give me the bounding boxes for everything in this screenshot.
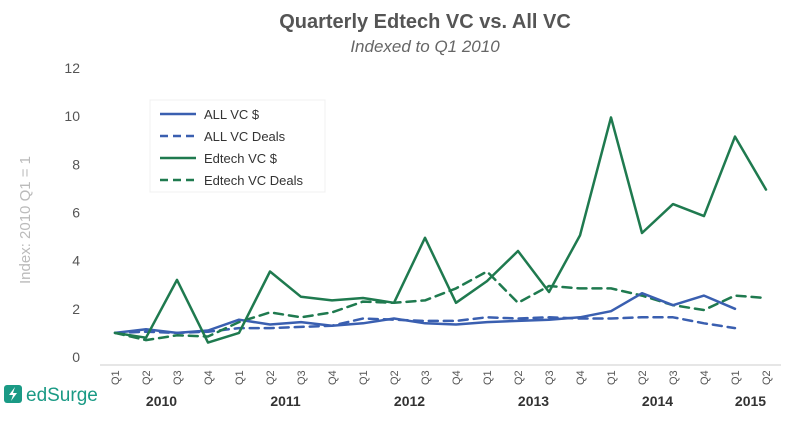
x-tick-label: Q3: [296, 370, 308, 385]
y-tick-label: 12: [64, 60, 80, 76]
brand-logo: edSurge: [4, 385, 98, 406]
legend: ALL VC $ ALL VC Deals Edtech VC $ Edtech VC…: [149, 99, 326, 193]
y-tick-label: 0: [72, 349, 80, 365]
x-tick-label: Q3: [172, 370, 184, 385]
legend-label: Edtech VC $: [204, 151, 278, 166]
x-tick-label: Q3: [544, 370, 556, 385]
year-labels: 2010 2011 2012 2013 2014 2015: [146, 393, 766, 409]
x-tick-label: Q2: [389, 370, 401, 385]
chart-subtitle: Indexed to Q1 2010: [350, 37, 500, 56]
x-tick-label: Q3: [420, 370, 432, 385]
chart-title: Quarterly Edtech VC vs. All VC: [279, 11, 571, 33]
x-tick-label: Q2: [513, 370, 525, 385]
x-tick-label: Q4: [203, 370, 215, 385]
x-tick-labels: Q1 Q2 Q3 Q4 Q1 Q2 Q3 Q4 Q1 Q2 Q3 Q4 Q1 Q2 Q3 Q4 Q1 Q2 Q3 Q4…: [110, 370, 773, 385]
x-tick-label: Q2: [265, 370, 277, 385]
brand-name: edSurge: [26, 385, 98, 406]
y-tick-label: 6: [72, 205, 80, 221]
x-tick-label: Q2: [637, 370, 649, 385]
y-tick-label: 8: [72, 156, 80, 172]
x-tick-label: Q1: [730, 370, 742, 385]
y-tick-label: 2: [72, 301, 80, 317]
y-tick-labels: 0 2 4 6 8 10 12: [64, 60, 80, 365]
x-tick-label: Q4: [451, 370, 463, 385]
year-label: 2011: [270, 393, 301, 409]
legend-label: Edtech VC Deals: [204, 173, 303, 188]
x-tick-label: Q1: [110, 370, 122, 385]
year-label: 2014: [642, 393, 673, 409]
year-label: 2012: [394, 393, 425, 409]
x-tick-label: Q4: [575, 370, 587, 385]
x-tick-label: Q1: [358, 370, 370, 385]
series-lines: [113, 116, 768, 344]
series-line: [113, 316, 737, 335]
x-tick-label: Q1: [234, 370, 246, 385]
legend-box: [149, 99, 326, 193]
x-tick-label: Q1: [606, 370, 618, 385]
legend-label: ALL VC $: [204, 107, 260, 122]
x-tick-label: Q1: [482, 370, 494, 385]
x-tick-label: Q3: [668, 370, 680, 385]
lightning-icon: [9, 387, 17, 401]
year-label: 2010: [146, 393, 177, 409]
year-label: 2015: [735, 393, 766, 409]
series-line: [113, 291, 737, 335]
x-tick-label: Q4: [699, 370, 711, 385]
y-tick-label: 4: [72, 253, 80, 269]
x-tick-label: Q2: [141, 370, 153, 385]
y-tick-label: 10: [64, 108, 80, 124]
x-tick-label: Q2: [761, 370, 773, 385]
y-axis-label: Index: 2010 Q1 = 1: [17, 156, 34, 284]
year-label: 2013: [518, 393, 549, 409]
x-tick-label: Q4: [327, 370, 339, 385]
series-line: [113, 116, 768, 344]
legend-label: ALL VC Deals: [204, 129, 286, 144]
